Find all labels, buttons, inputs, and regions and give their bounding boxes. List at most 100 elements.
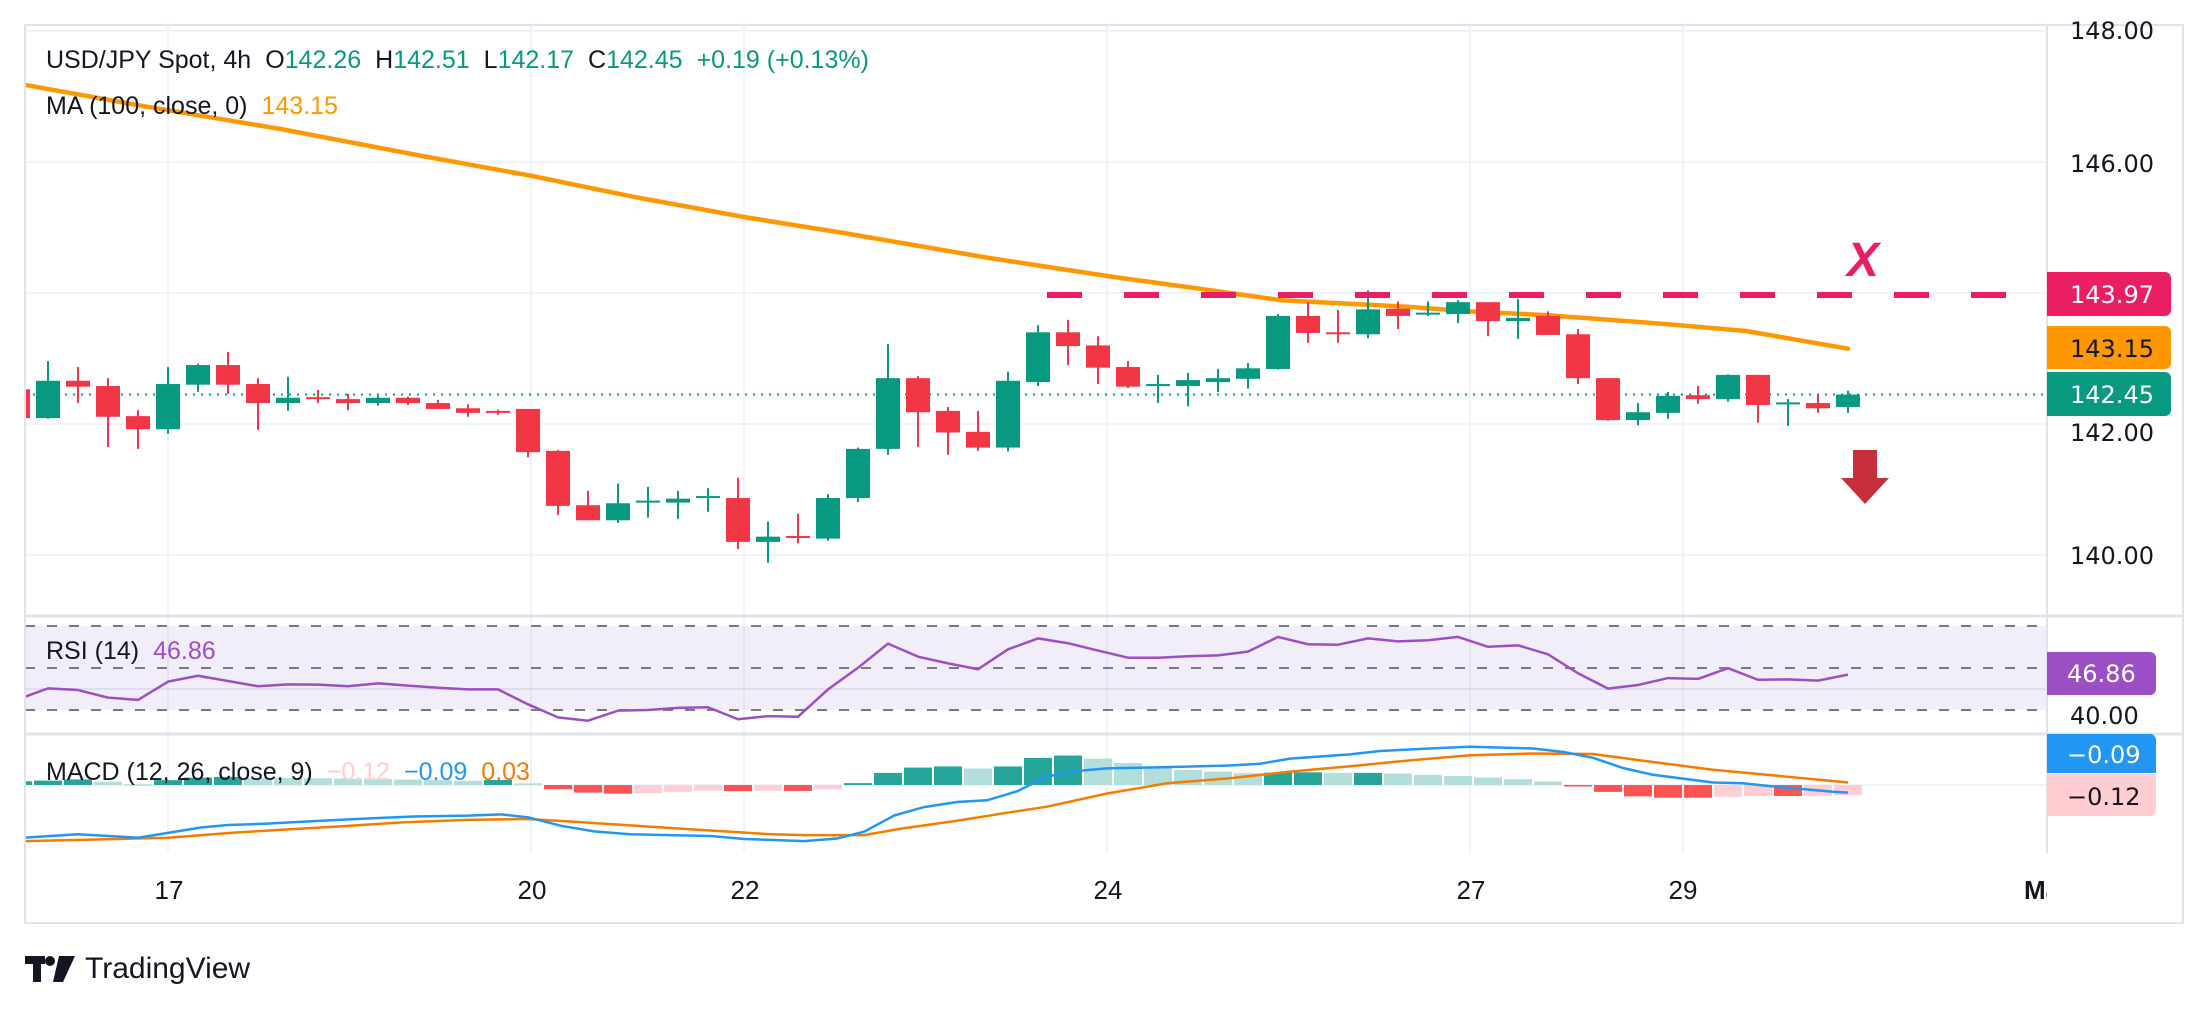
macd-histogram-bar [364, 779, 392, 785]
macd-histogram-bar [724, 785, 752, 792]
candle [996, 371, 1020, 452]
last-price-badge-text: 142.45 [2070, 381, 2154, 409]
time-axis[interactable]: 17 20 22 24 27 29 Ma [155, 875, 2061, 905]
candle [96, 378, 120, 447]
resistance-price-badge: 143.97 [2047, 272, 2171, 316]
candle-body [966, 431, 990, 448]
macd-signal-line [25, 752, 1849, 843]
macd-histogram-bar [1264, 772, 1292, 785]
candle-body [996, 380, 1020, 448]
time-axis-label: Ma [2024, 875, 2061, 905]
candle [25, 389, 30, 419]
candle [1146, 374, 1170, 404]
macd-histogram-bar [334, 778, 362, 785]
candle-body [1206, 378, 1230, 383]
macd-histogram-bar [184, 777, 212, 785]
candle [876, 344, 900, 455]
candle-body [336, 399, 360, 404]
tradingview-logo[interactable]: TradingView [25, 952, 250, 986]
time-axis-label: 17 [155, 875, 184, 905]
macd-legend-label: MACD (12, 26, close, 9) [46, 758, 313, 786]
candle-body [1026, 332, 1050, 383]
price-axis-label: 148.00 [2070, 17, 2154, 45]
candle-body [186, 365, 210, 385]
candle-body [1776, 402, 1800, 405]
down-arrow-icon [1841, 450, 1889, 504]
macd-histogram-bar [604, 785, 632, 794]
candle-body [396, 397, 420, 404]
macd-histogram-bar [25, 781, 32, 785]
macd-histogram-bar [1744, 785, 1772, 796]
macd-histogram-bar [1474, 777, 1502, 785]
candle [936, 406, 960, 455]
candle-body [456, 408, 480, 413]
candle [486, 409, 510, 415]
candle [1686, 386, 1710, 404]
macd-legend[interactable]: MACD (12, 26, close, 9) −0.12 −0.09 0.03 [46, 758, 530, 787]
macd-histogram-bar [1324, 772, 1352, 785]
macd-histogram-bar [784, 785, 812, 791]
candle [636, 486, 660, 518]
candle [1716, 374, 1740, 402]
candle-body [606, 503, 630, 521]
macd-histogram-bar [214, 776, 242, 785]
price-axis[interactable]: 148.00 146.00 142.00 140.00 40.00 [2070, 17, 2154, 730]
high-label: H [375, 46, 394, 74]
macd-histogram-bar [994, 766, 1022, 785]
ma-legend[interactable]: MA (100, close, 0) 143.15 [46, 92, 338, 121]
resistance-x-mark: X [1844, 234, 1882, 287]
candle-body [25, 389, 30, 419]
macd-value-badge-text: −0.09 [2067, 741, 2141, 769]
candle [1176, 372, 1200, 407]
candle [1026, 325, 1050, 387]
macd-histogram-bar [694, 785, 722, 791]
rsi-value-badge: 46.86 [2047, 652, 2156, 695]
macd-histogram-bar [1714, 785, 1742, 797]
candle [1386, 301, 1410, 330]
candle [966, 410, 990, 451]
candle [1266, 313, 1290, 370]
candle-body [1686, 395, 1710, 400]
candle [756, 521, 780, 563]
open-value: 142.26 [284, 46, 362, 74]
candle-body [1806, 403, 1830, 409]
candle [1206, 368, 1230, 392]
time-axis-label: 24 [1094, 875, 1123, 905]
macd-histogram-bar [1354, 772, 1382, 785]
macd-histogram-bar [274, 778, 302, 785]
macd-histogram-bar [64, 779, 92, 785]
candle-body [126, 416, 150, 430]
ma-price-badge: 143.15 [2047, 326, 2171, 369]
candle [1116, 361, 1140, 388]
candle-body [246, 384, 270, 404]
candle-body [1356, 309, 1380, 335]
candle-body [546, 450, 570, 506]
candle-body [426, 403, 450, 409]
candle-body [36, 380, 60, 419]
close-label: C [588, 46, 607, 74]
candle-body [1266, 315, 1290, 369]
candle [606, 483, 630, 523]
macd-histogram-bar [634, 785, 662, 794]
low-value: 142.17 [497, 46, 575, 74]
candle [1416, 301, 1440, 316]
rsi-legend[interactable]: RSI (14) 46.86 [46, 637, 216, 666]
high-value: 142.51 [393, 46, 470, 74]
candle [726, 477, 750, 550]
histogram-value-badge: −0.12 [2047, 774, 2156, 816]
candle [156, 367, 180, 434]
symbol-legend[interactable]: USD/JPY Spot, 4h O 142.26 H 142.51 L 142.17… [46, 46, 869, 75]
rsi-legend-label: RSI (14) [46, 637, 140, 665]
macd-histogram-bar [544, 785, 572, 790]
candle [1836, 390, 1860, 413]
macd-histogram-bar [1594, 785, 1622, 792]
candle [396, 396, 420, 406]
candle-body [306, 397, 330, 400]
candle-body [936, 410, 960, 433]
macd-histogram-bar [484, 780, 512, 785]
macd-pane [25, 745, 1862, 843]
candle [276, 376, 300, 411]
candle [36, 361, 60, 419]
macd-histogram-bar [304, 778, 332, 785]
